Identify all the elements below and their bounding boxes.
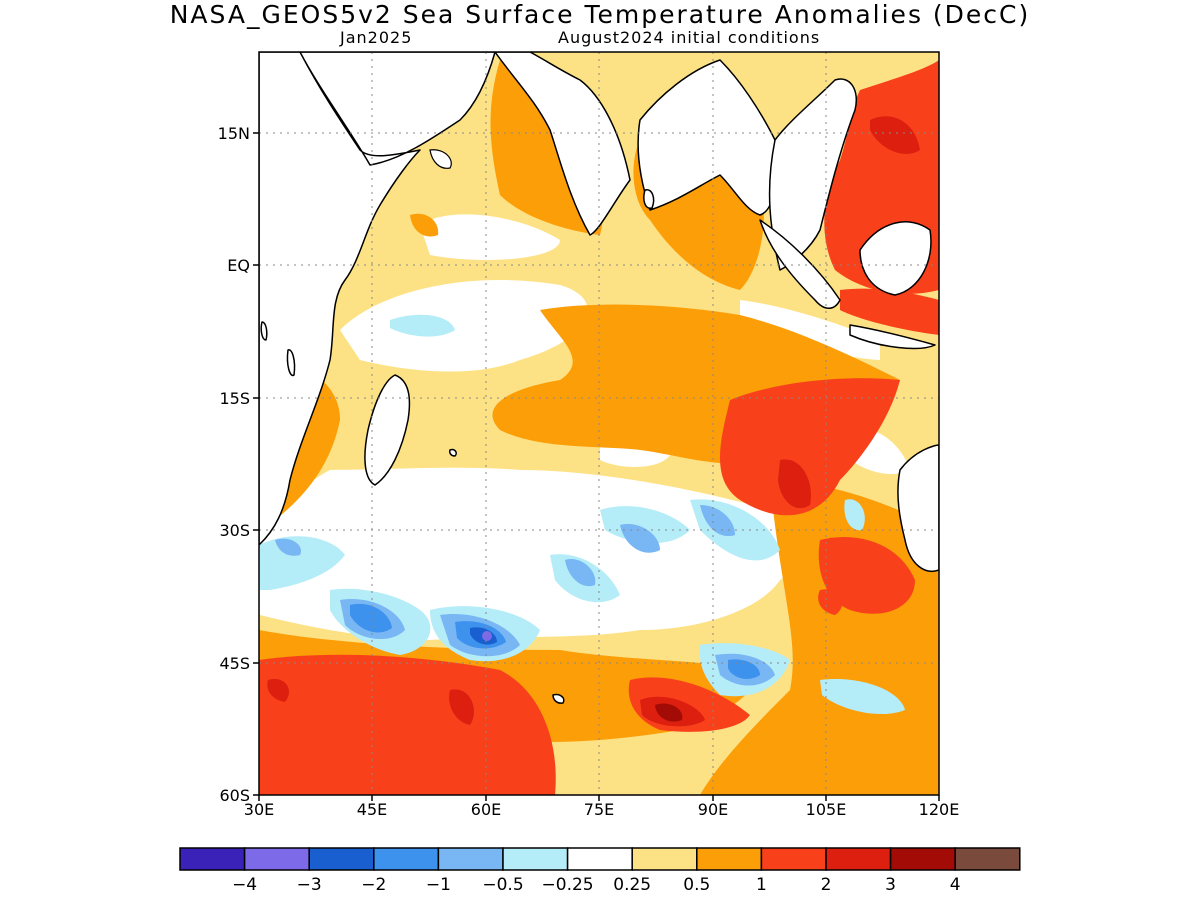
axis-ticks xyxy=(253,132,940,801)
colorbar-label: 1 xyxy=(756,875,767,895)
graticule xyxy=(259,52,939,795)
colorbar-swatch xyxy=(696,847,763,871)
colorbar-label: −0.5 xyxy=(482,875,523,895)
colorbar-swatch xyxy=(502,847,569,871)
extreme-cool-regions xyxy=(482,631,492,641)
colorbar-swatch xyxy=(373,847,440,871)
colorbar xyxy=(179,847,1021,871)
lat-label: 15S xyxy=(219,389,250,408)
lat-label: 60S xyxy=(219,786,250,805)
plot-area xyxy=(259,52,939,795)
lat-label: 30S xyxy=(219,521,250,540)
lon-label: 120E xyxy=(919,800,960,819)
colorbar-label: −2 xyxy=(361,875,386,895)
lon-label: 75E xyxy=(584,800,614,819)
colorbar-swatch xyxy=(566,847,633,871)
initial-conditions: August2024 initial conditions xyxy=(558,28,821,47)
colorbar-label: −0.25 xyxy=(542,875,594,895)
colorbar-label: 0.25 xyxy=(613,875,651,895)
lon-label: 30E xyxy=(244,800,274,819)
lon-label: 60E xyxy=(471,800,501,819)
lat-axis-labels: 15N EQ 15S 30S 45S 60S xyxy=(218,124,250,805)
forecast-month: Jan2025 xyxy=(340,28,413,47)
colorbar-label: 0.5 xyxy=(683,875,710,895)
lon-label: 90E xyxy=(698,800,728,819)
colorbar-label: 2 xyxy=(821,875,832,895)
land-masses xyxy=(259,52,939,704)
colorbar-swatch xyxy=(179,847,246,871)
lon-label: 45E xyxy=(357,800,387,819)
colorbar-swatch xyxy=(308,847,375,871)
colorbar-label: −1 xyxy=(426,875,451,895)
colorbar-label: −4 xyxy=(232,875,257,895)
colorbar-swatch xyxy=(243,847,310,871)
colorbar-labels: −4 −3 −2 −1 −0.5 −0.25 0.25 0.5 1 2 3 4 xyxy=(232,875,961,895)
colorbar-swatch xyxy=(889,847,956,871)
lon-label: 105E xyxy=(806,800,847,819)
colorbar-swatch xyxy=(760,847,827,871)
colorbar-label: −3 xyxy=(297,875,322,895)
colorbar-swatch xyxy=(954,847,1021,871)
map-title: NASA_GEOS5v2 Sea Surface Temperature Ano… xyxy=(169,0,1031,29)
gulf-water xyxy=(429,149,452,169)
colorbar-swatch xyxy=(631,847,698,871)
lat-label: 15N xyxy=(218,124,250,143)
lat-label: 45S xyxy=(219,654,250,673)
colorbar-swatch xyxy=(437,847,504,871)
colorbar-label: 3 xyxy=(885,875,896,895)
colorbar-swatch xyxy=(825,847,892,871)
extreme-warm-regions xyxy=(655,703,683,722)
lon-axis-labels: 30E 45E 60E 75E 90E 105E 120E xyxy=(244,800,960,819)
lat-label: EQ xyxy=(227,256,250,275)
colorbar-label: 4 xyxy=(950,875,961,895)
